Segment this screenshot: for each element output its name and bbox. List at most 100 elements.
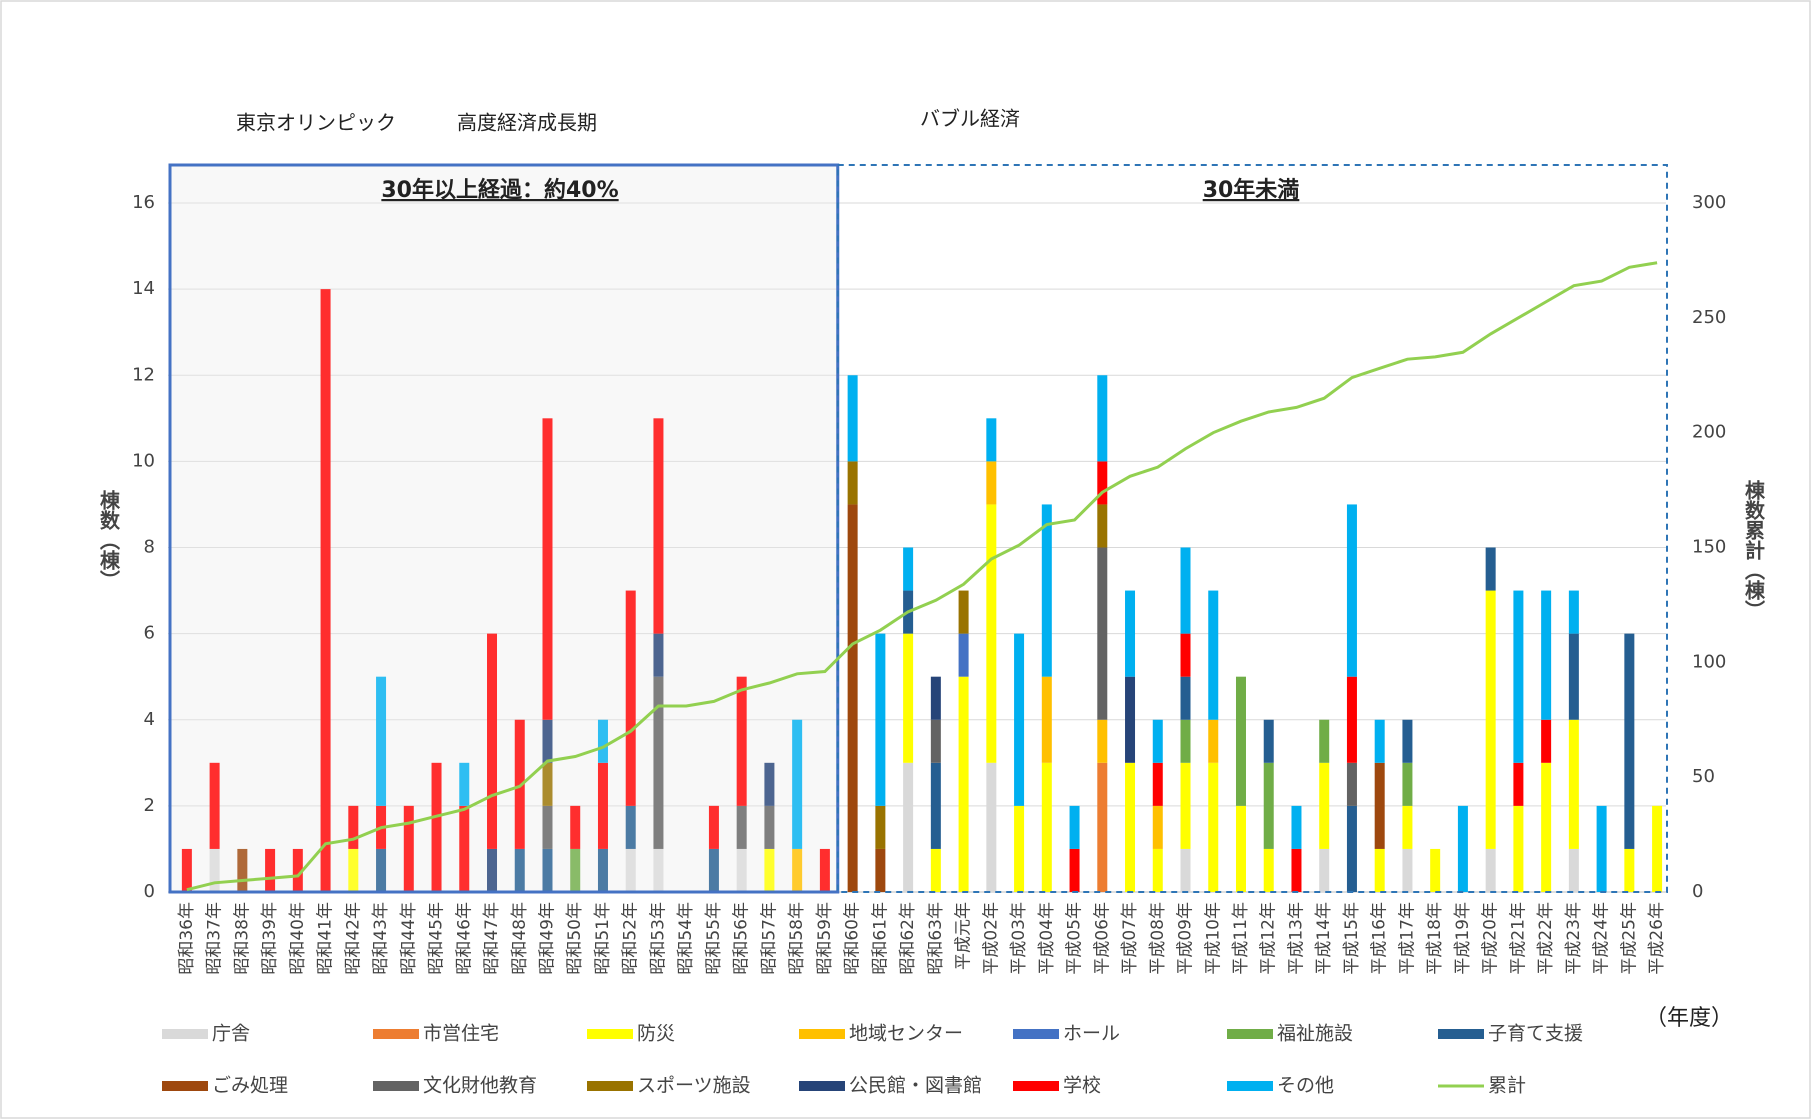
y-tick-label: 6 [144,623,155,644]
bar-segment [1152,848,1163,892]
x-tick-label: 昭和50年 [565,902,585,975]
bar-segment [487,848,498,892]
bar-segment [597,762,608,849]
bar-segment [875,848,886,892]
bar-segment [1541,719,1552,763]
x-tick-label: 昭和60年 [843,902,863,975]
x-tick-label: 昭和49年 [537,902,557,975]
legend-swatch [1227,1081,1273,1091]
region-background [170,165,838,892]
legend-item: 地域センター [799,1023,963,1045]
bar-segment [736,805,747,849]
bar-segment [1541,590,1552,720]
legend-item: 福祉施設 [1227,1023,1353,1045]
x-tick-label: 昭和45年 [427,902,447,975]
region-label: 30年未満 [1203,177,1300,203]
legend-label: 学校 [1063,1075,1101,1097]
legend-swatch [162,1081,208,1091]
bar-segment [792,719,803,849]
bar-segment [625,805,636,849]
x-tick-label: 昭和48年 [510,902,530,975]
legend-item: ホール [1013,1023,1120,1045]
bar-segment [542,418,553,720]
bar-segment [1374,719,1385,763]
bar-segment [1346,805,1357,892]
bar-segment [1568,590,1579,634]
bar-segment [1568,633,1579,720]
bar-segment [1069,805,1080,849]
annotation: バブル経済 [920,107,1020,131]
x-tick-label: 平成25年 [1619,902,1639,975]
y2-tick-label: 250 [1692,307,1726,328]
bar-segment [1208,762,1219,892]
x-tick-label: 昭和56年 [732,902,752,975]
x-tick-label: 昭和51年 [593,902,613,975]
bar-segment [1624,633,1635,849]
bar-segment [1097,547,1108,720]
x-tick-label: 平成12年 [1259,902,1279,975]
x-tick-label: 平成04年 [1037,902,1057,975]
bar-segment [1125,676,1136,763]
bar-segment [542,719,553,763]
bar-segment [542,805,553,849]
bar-segment [1374,848,1385,892]
bar-segment [1180,848,1191,892]
y2-tick-label: 100 [1692,651,1726,672]
x-tick-label: 昭和47年 [482,902,502,975]
bar-segment [1291,848,1302,892]
bar-segment [708,805,719,849]
bar-segment [1097,719,1108,763]
bar-segment [1402,805,1413,849]
bar-segment [986,461,997,505]
legend-swatch [1013,1029,1059,1039]
x-axis-label: （年度） [1645,1006,1733,1031]
y2-tick-label: 50 [1692,766,1715,787]
legend-label: ごみ処理 [212,1075,288,1097]
bar-segment [1319,848,1330,892]
legend-swatch [799,1029,845,1039]
bar-segment [1097,762,1108,892]
y-tick-label: 14 [132,278,155,299]
bar-segment [1624,848,1635,892]
legend-label: 子育て支援 [1488,1023,1583,1045]
y-tick-label: 2 [144,795,155,816]
legend-label: 防災 [637,1023,675,1045]
bar-segment [542,762,553,806]
x-tick-label: 昭和52年 [621,902,641,975]
bar-segment [597,848,608,892]
bar-segment [1235,676,1246,806]
bar-segment [736,676,747,806]
legend-label: 福祉施設 [1277,1023,1353,1045]
x-tick-label: 平成14年 [1314,902,1334,975]
x-tick-label: 平成19年 [1453,902,1473,975]
bar-segment [1346,504,1357,677]
x-tick-label: 平成05年 [1065,902,1085,975]
x-tick-label: 昭和58年 [787,902,807,975]
x-tick-label: 平成09年 [1176,902,1196,975]
legend-item: 防災 [587,1023,675,1045]
bar-segment [348,805,359,849]
bar-segment [653,848,664,892]
legend-label: 文化財他教育 [423,1075,537,1097]
bar-segment [736,848,747,892]
bar-segment [1513,805,1524,892]
bar-segment [487,633,498,849]
x-tick-label: 平成02年 [981,902,1001,975]
bar-segment [1152,805,1163,849]
bar-segment [986,418,997,462]
x-tick-label: 平成元年 [954,902,974,970]
x-tick-label: 平成23年 [1564,902,1584,975]
bar-segment [320,289,331,892]
x-tick-label: 昭和42年 [343,902,363,975]
bar-segment [1180,676,1191,720]
bar-segment [1180,719,1191,763]
legend-swatch [162,1029,208,1039]
x-tick-label: 平成20年 [1481,902,1501,975]
bar-segment [653,418,664,634]
bar-segment [459,805,470,892]
bar-segment [958,633,969,677]
bar-segment [1014,805,1025,892]
region-box [168,163,840,894]
bar-segment [986,762,997,892]
